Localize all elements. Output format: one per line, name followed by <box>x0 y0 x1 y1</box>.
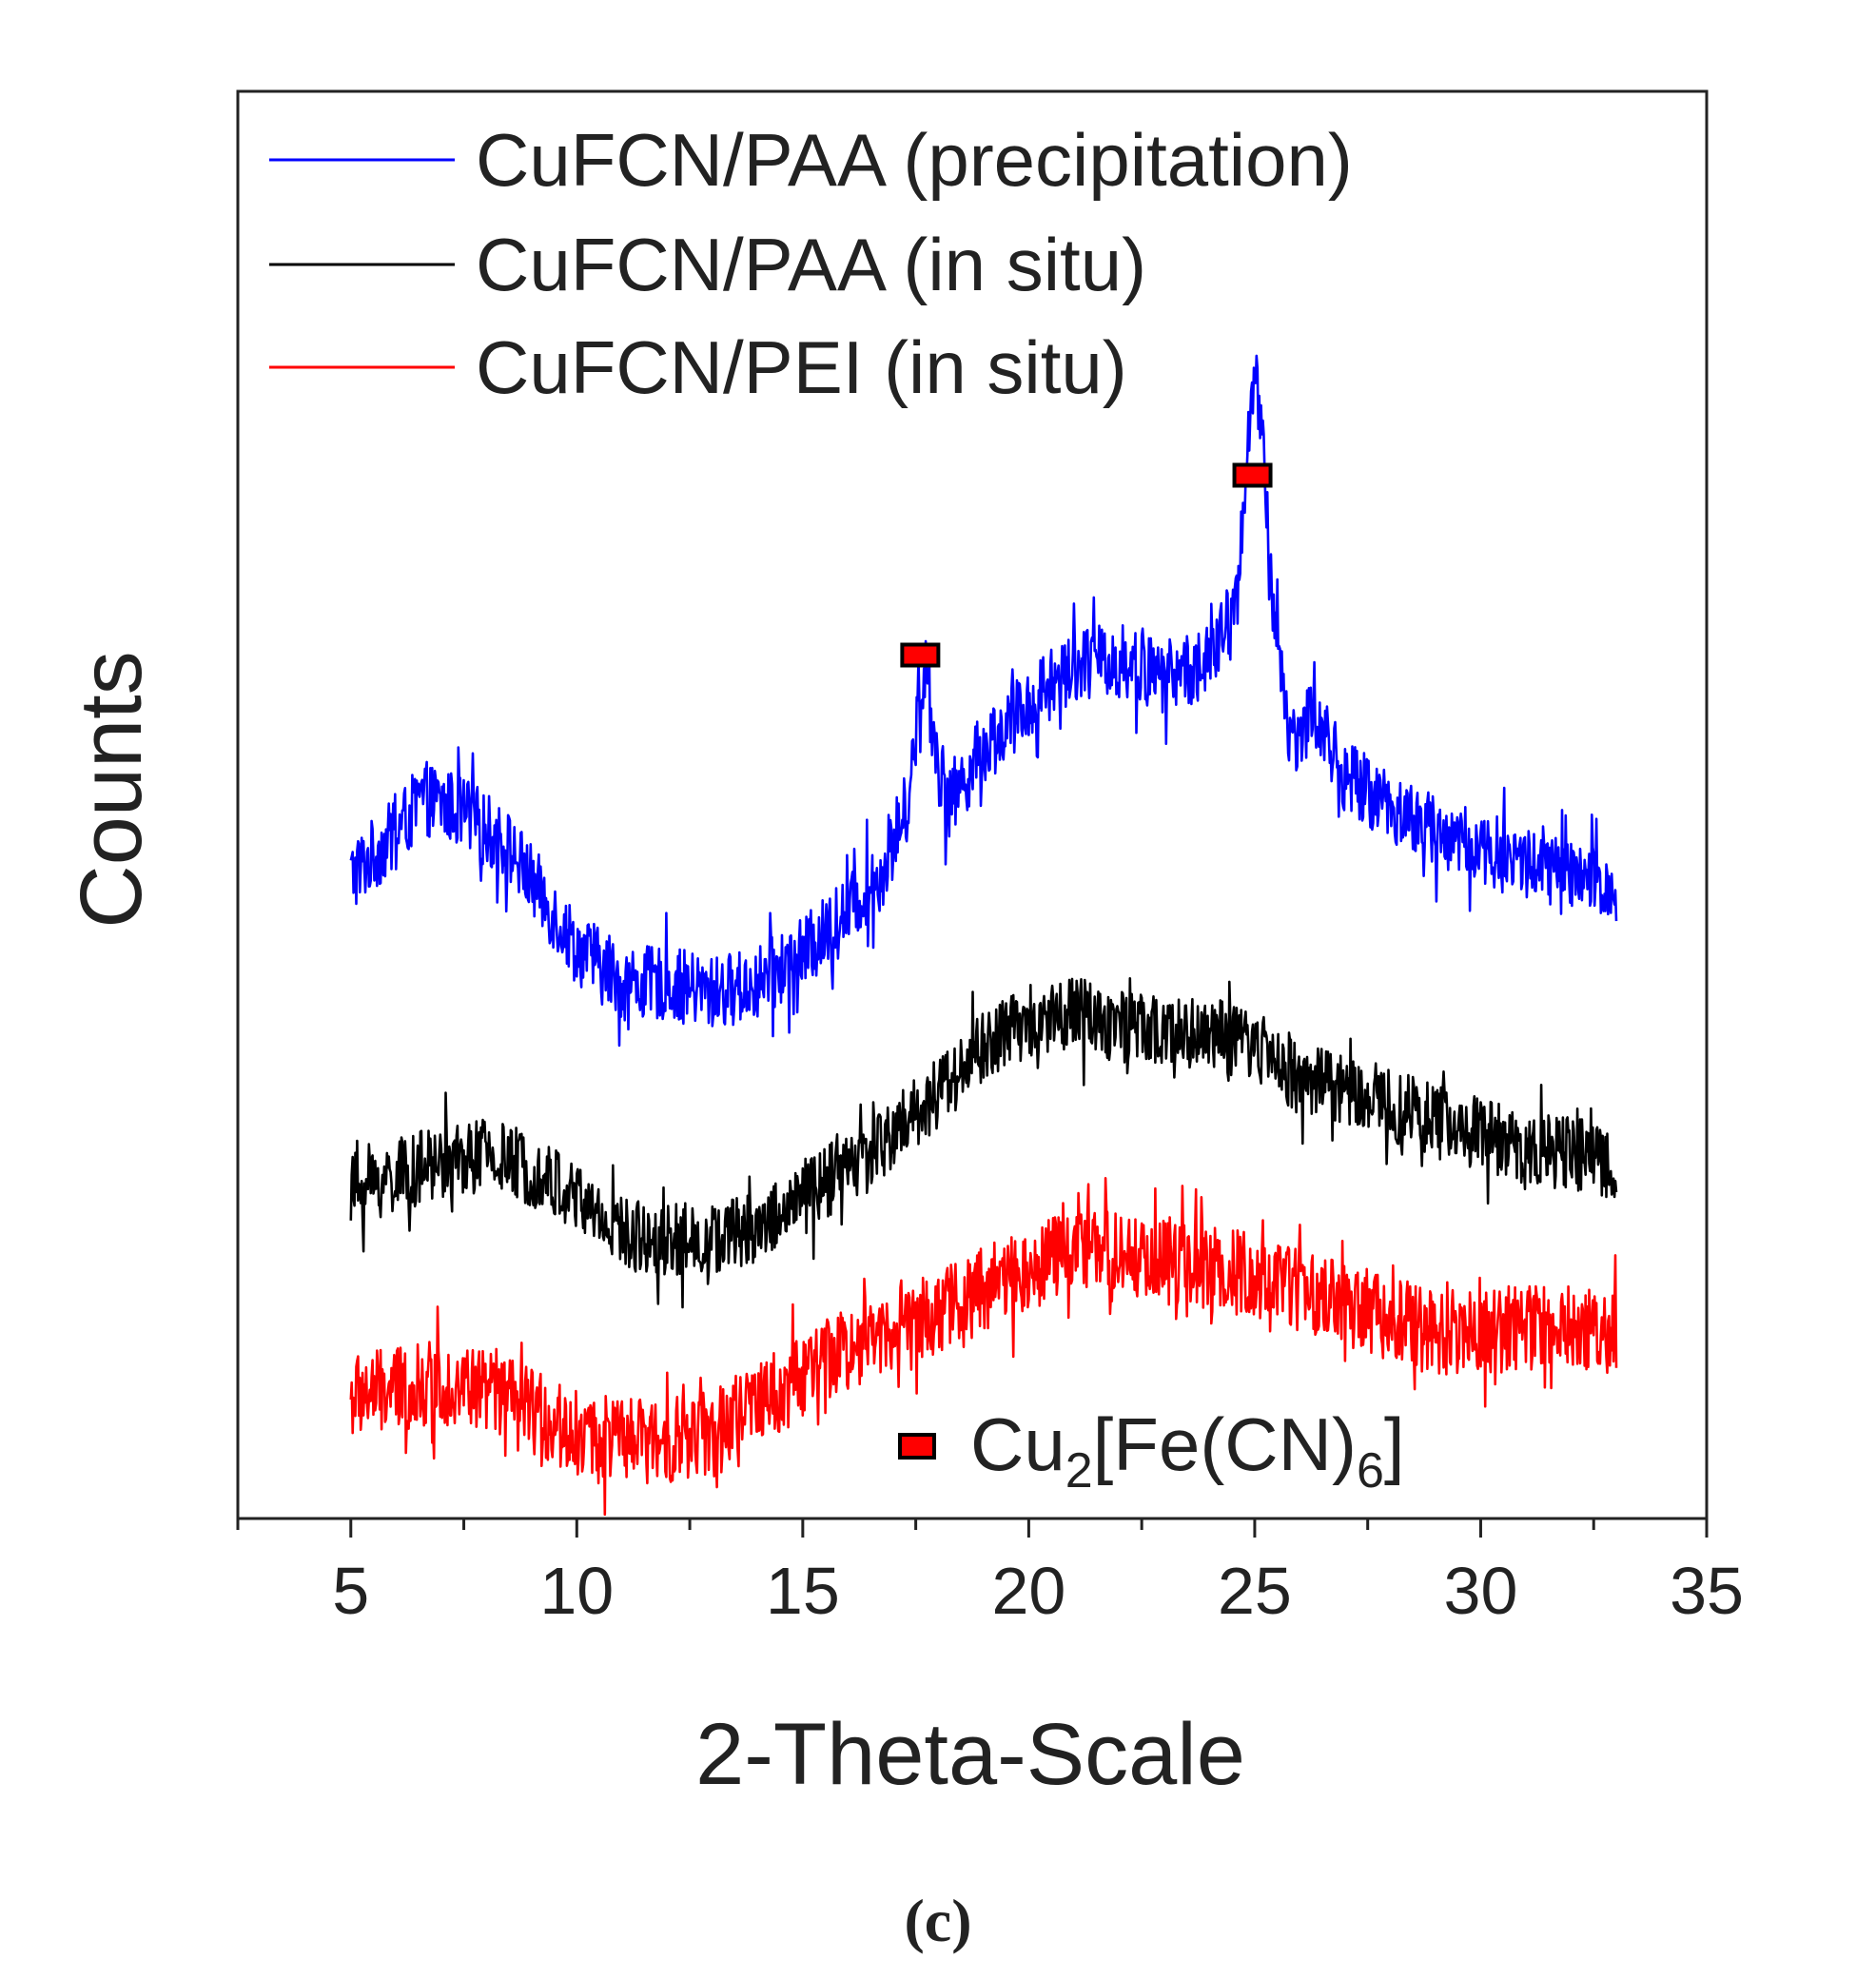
x-tick-label: 25 <box>1218 1554 1292 1628</box>
peak-marker <box>900 642 941 668</box>
annotation-bracket: ] <box>1384 1402 1405 1486</box>
x-tick-label: 30 <box>1444 1554 1518 1628</box>
annotation-text: Cu2[Fe(CN)6] <box>970 1402 1405 1499</box>
peak-marker <box>1232 462 1273 488</box>
x-tick-label: 20 <box>991 1554 1065 1628</box>
panel-label: (c) <box>904 1887 971 1954</box>
legend-label-pei-in-situ: CuFCN/PEI (in situ) <box>476 325 1127 409</box>
legend-label-paa-in-situ: CuFCN/PAA (in situ) <box>476 223 1146 306</box>
series-paa-in-situ <box>349 977 1618 1309</box>
annotation-sub-6: 6 <box>1357 1443 1384 1499</box>
x-tick-label: 5 <box>332 1554 369 1628</box>
compound-annotation: Cu2[Fe(CN)6] <box>898 1402 1405 1499</box>
annotation-cu: Cu <box>970 1402 1065 1486</box>
x-tick-label: 35 <box>1670 1554 1744 1628</box>
annotation-fecn: [Fe(CN) <box>1093 1402 1357 1486</box>
plot-area <box>349 354 1618 1516</box>
x-tick-label: 15 <box>766 1554 840 1628</box>
plot-frame <box>236 89 1709 1520</box>
y-axis-label: Counts <box>63 651 160 929</box>
x-axis-ticks: 5 10 15 20 25 30 35 <box>236 1519 1744 1628</box>
annotation-sub-2: 2 <box>1065 1443 1093 1499</box>
series-precipitation <box>349 354 1618 1048</box>
x-axis-label: 2-Theta-Scale <box>695 1706 1245 1803</box>
series-pei-in-situ <box>349 1177 1618 1516</box>
legend: CuFCN/PAA (precipitation) CuFCN/PAA (in … <box>269 118 1353 409</box>
annotation-marker <box>898 1433 936 1460</box>
legend-label-precipitation: CuFCN/PAA (precipitation) <box>476 118 1353 202</box>
x-tick-label: 10 <box>539 1554 614 1628</box>
